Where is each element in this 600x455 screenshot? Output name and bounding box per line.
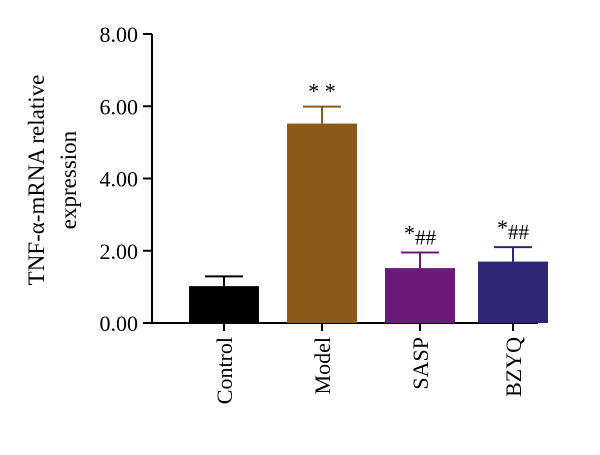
significance-bzyq: *## [497, 215, 530, 244]
y-tick-label: 0.00 [100, 311, 139, 336]
x-tick-label-sasp: SASP [408, 337, 433, 390]
y-tick-label: 4.00 [100, 167, 139, 192]
y-tick-label: 6.00 [100, 94, 139, 119]
significance-annotations: * * *## *## [308, 79, 529, 250]
bar-model [287, 123, 357, 323]
y-axis-label-group: TNF-α-mRNA relative expression [24, 75, 81, 286]
y-ticks: 0.00 2.00 4.00 6.00 8.00 [100, 22, 152, 336]
bar-control [189, 286, 259, 323]
x-tick-label-model: Model [310, 337, 335, 394]
bars [189, 123, 548, 323]
y-axis-label-line1: TNF-α-mRNA relative [24, 75, 49, 286]
y-axis-label-line2: expression [56, 130, 81, 229]
significance-sasp: *## [404, 221, 437, 250]
significance-model: * * [308, 79, 336, 104]
x-tick-label-bzyq: BZYQ [501, 337, 526, 397]
bar-bzyq [478, 261, 548, 323]
error-bars [205, 105, 532, 287]
y-tick-label: 2.00 [100, 239, 139, 264]
bar-sasp [385, 268, 455, 323]
x-tick-label-control: Control [212, 337, 237, 404]
x-tick-labels: Control Model SASP BZYQ [212, 323, 526, 404]
y-tick-label: 8.00 [100, 22, 139, 47]
